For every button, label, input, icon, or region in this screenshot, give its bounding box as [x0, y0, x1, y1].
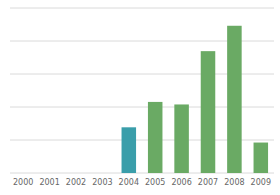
x-tick-label: 2004	[119, 178, 139, 187]
grid	[10, 8, 274, 173]
chart-container: 2000 2001 2002 2003 2004 2005 2006 2007 2008 2009	[0, 0, 280, 195]
x-tick-label: 2001	[39, 178, 59, 187]
x-tick-label: 2008	[224, 178, 244, 187]
bar	[95, 173, 110, 174]
x-tick-label: 2005	[145, 178, 165, 187]
bar	[42, 173, 57, 174]
bar	[227, 26, 242, 173]
x-tick-label: 2006	[171, 178, 191, 187]
bar	[16, 173, 31, 174]
x-tick-label: 2007	[198, 178, 218, 187]
x-tick-label: 2002	[66, 178, 86, 187]
x-tick-label: 2009	[251, 178, 271, 187]
grid-line	[10, 8, 274, 9]
bar	[254, 143, 269, 173]
bar	[201, 51, 216, 173]
bar	[69, 173, 84, 174]
bar	[148, 102, 163, 173]
bar	[122, 127, 137, 173]
chart: 2000 2001 2002 2003 2004 2005 2006 2007 2008 2009	[0, 0, 280, 195]
x-tick-label: 2000	[13, 178, 33, 187]
x-tick-label: 2003	[92, 178, 112, 187]
bar	[174, 104, 189, 173]
bars	[122, 26, 269, 173]
